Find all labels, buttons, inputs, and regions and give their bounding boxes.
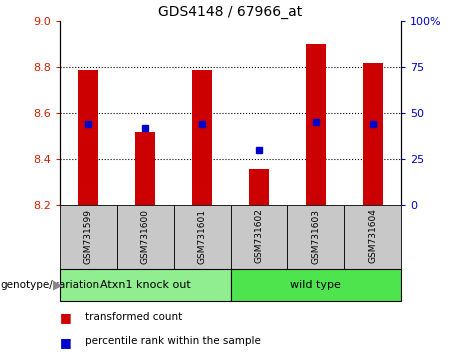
Bar — [135, 132, 155, 205]
Text: genotype/variation: genotype/variation — [0, 280, 99, 290]
Bar — [78, 70, 98, 205]
Bar — [344, 205, 401, 269]
Text: ■: ■ — [60, 336, 71, 349]
Bar — [230, 205, 287, 269]
Text: GSM731600: GSM731600 — [141, 209, 150, 263]
Text: GSM731604: GSM731604 — [368, 209, 377, 263]
Text: GSM731599: GSM731599 — [84, 209, 93, 263]
Text: ■: ■ — [60, 312, 71, 325]
Text: percentile rank within the sample: percentile rank within the sample — [85, 336, 261, 346]
Text: Atxn1 knock out: Atxn1 knock out — [100, 280, 190, 290]
Bar — [249, 169, 269, 205]
Text: GSM731601: GSM731601 — [198, 209, 207, 263]
Bar — [117, 205, 174, 269]
Bar — [192, 70, 212, 205]
Bar — [363, 63, 383, 205]
Bar — [230, 269, 401, 301]
Text: transformed count: transformed count — [85, 312, 183, 321]
Title: GDS4148 / 67966_at: GDS4148 / 67966_at — [159, 5, 302, 19]
Text: ▶: ▶ — [53, 279, 63, 291]
Text: GSM731602: GSM731602 — [254, 209, 263, 263]
Text: wild type: wild type — [290, 280, 341, 290]
Bar — [60, 269, 230, 301]
Bar — [60, 205, 117, 269]
Bar — [174, 205, 230, 269]
Text: GSM731603: GSM731603 — [311, 209, 320, 263]
Bar — [306, 44, 326, 205]
Bar — [287, 205, 344, 269]
